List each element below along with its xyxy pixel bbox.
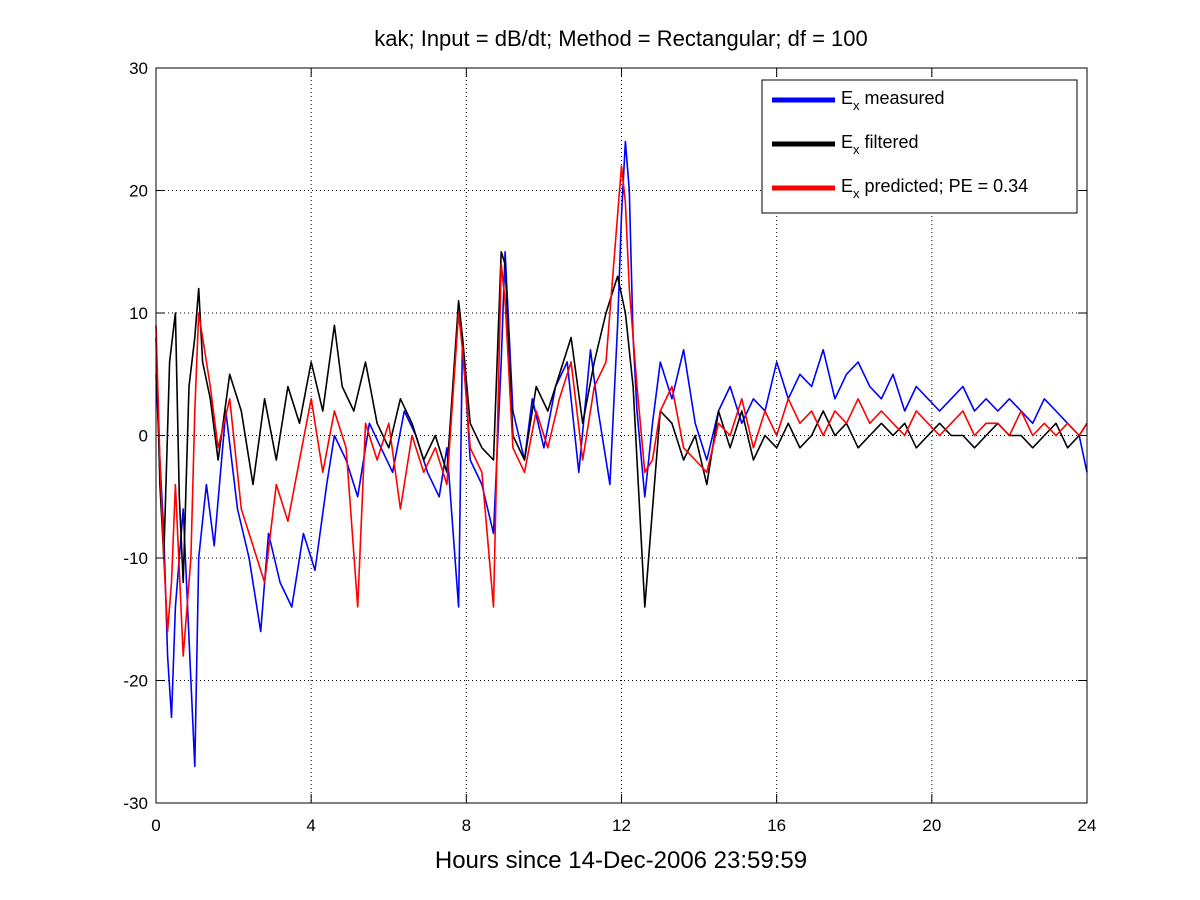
x-tick-label: 4 [306, 816, 315, 835]
x-tick-label: 8 [462, 816, 471, 835]
series-layer [155, 140, 1088, 768]
grid-lines [156, 68, 1087, 803]
x-tick-label: 12 [612, 816, 631, 835]
x-tick-label: 16 [767, 816, 786, 835]
y-tick-labels: -30 -20 -10 0 10 20 30 [123, 59, 148, 813]
y-tick-label: -20 [123, 672, 148, 691]
legend-label-predicted: Ex predicted; PE = 0.34 [841, 176, 1028, 201]
legend: Ex measured Ex filtered Ex predicted; PE =… [761, 79, 1078, 214]
x-tick-label: 0 [151, 816, 160, 835]
y-tick-label: 10 [129, 304, 148, 323]
y-tick-label: 0 [139, 427, 148, 446]
x-tick-label: 20 [922, 816, 941, 835]
series-line-measured [155, 140, 1088, 768]
tick-marks [155, 67, 1088, 804]
series-line-predicted [155, 165, 1088, 657]
y-tick-label: -30 [123, 794, 148, 813]
x-axis-label: Hours since 14-Dec-2006 23:59:59 [435, 847, 807, 874]
legend-label-filtered: Ex filtered [841, 132, 919, 157]
chart-title: kak; Input = dB/dt; Method = Rectangular… [374, 26, 868, 51]
x-tick-labels: 0 4 8 12 16 20 24 [151, 816, 1096, 835]
y-tick-label: 30 [129, 59, 148, 78]
series-line-filtered [155, 251, 1088, 608]
y-tick-label: -10 [123, 549, 148, 568]
y-tick-label: 20 [129, 182, 148, 201]
x-tick-label: 24 [1078, 816, 1097, 835]
legend-label-measured: Ex measured [841, 88, 945, 113]
